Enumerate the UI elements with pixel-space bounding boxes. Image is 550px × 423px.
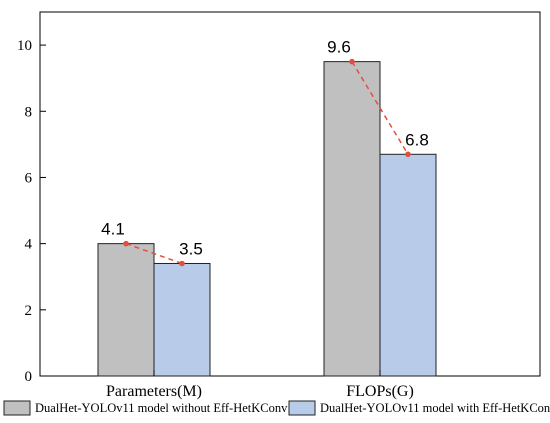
bar (323, 61, 381, 377)
legend-label: DualHet-YOLOv11 model without Eff-HetKCo… (35, 401, 288, 415)
legend-label: DualHet-YOLOv11 model with Eff-HetKConv (320, 401, 550, 415)
legend: DualHet-YOLOv11 model without Eff-HetKCo… (3, 400, 550, 416)
plot-frame (39, 11, 541, 377)
y-tick-label: 0 (25, 369, 33, 385)
y-tick-label: 6 (25, 170, 33, 186)
data-point (179, 260, 185, 267)
data-label: 3.5 (179, 239, 203, 258)
data-point (123, 240, 129, 247)
connector-line (351, 61, 409, 155)
y-tick-label: 4 (25, 237, 33, 253)
data-label: 9.6 (327, 38, 351, 57)
bar (153, 262, 211, 377)
data-point (405, 151, 411, 158)
data-point (349, 58, 355, 65)
connector-line (125, 242, 183, 265)
data-label: 4.1 (101, 220, 125, 239)
y-tick-label: 10 (17, 38, 32, 54)
y-tick-label: 2 (25, 303, 33, 319)
bar (379, 153, 437, 377)
bar (97, 243, 155, 377)
legend-swatch (3, 400, 31, 416)
x-tick-label: FLOPs(G) (346, 383, 414, 400)
data-label: 6.8 (405, 130, 429, 149)
legend-swatch (288, 400, 316, 416)
y-tick-label: 8 (25, 104, 33, 120)
x-tick-label: Parameters(M) (106, 383, 202, 400)
plot-area: 0 2 4 6 8 10 Parameters(M) FLOPs(G) 4.1 3.5 9.6 6.8 (17, 11, 541, 400)
